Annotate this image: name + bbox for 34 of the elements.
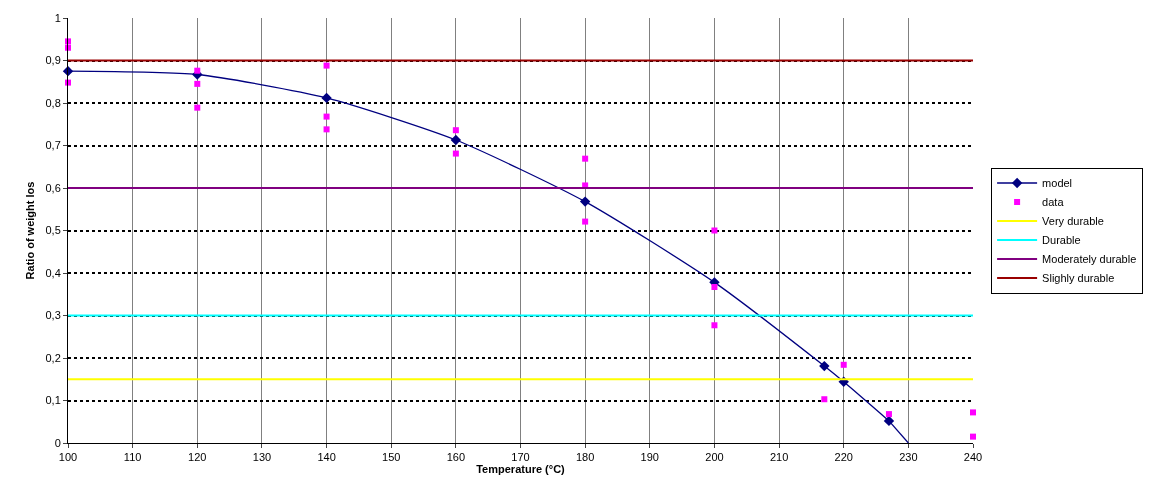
y-tick-label: 0,8 [45, 96, 61, 109]
y-tick-label: 1 [54, 11, 61, 24]
x-tick-label: 110 [123, 451, 142, 464]
x-tick-label: 120 [188, 451, 207, 464]
legend-label: Slighly durable [1042, 272, 1115, 285]
y-tick-label: 0,9 [45, 54, 61, 67]
y-axis-title: Ratio of weight los [24, 181, 37, 280]
x-tick-label: 130 [252, 451, 272, 464]
x-tick-label: 100 [58, 451, 78, 464]
x-tick-label: 160 [446, 451, 466, 464]
legend-label: model [1042, 177, 1073, 190]
y-tick-label: 0,1 [45, 394, 61, 407]
legend-label: Very durable [1042, 215, 1104, 228]
legend-label: data [1042, 196, 1065, 209]
y-tick-label: 0,3 [45, 309, 61, 322]
y-tick-label: 0,4 [45, 266, 61, 279]
y-tick-label: 0 [54, 436, 61, 449]
x-tick-label: 200 [705, 451, 724, 464]
x-tick-label: 190 [640, 451, 659, 464]
x-tick-label: 220 [834, 451, 853, 464]
x-tick-label: 140 [317, 451, 336, 464]
x-tick-label: 150 [382, 451, 401, 464]
y-tick-label: 0,7 [45, 139, 61, 152]
x-axis-title: Temperature (°C) [476, 463, 566, 476]
x-tick-label: 180 [575, 451, 595, 464]
legend-label: Moderately durable [1042, 253, 1137, 266]
legend-label: Durable [1042, 234, 1081, 247]
y-tick-label: 0,5 [45, 224, 61, 237]
x-tick-label: 170 [511, 451, 530, 464]
y-tick-label: 0,6 [45, 181, 61, 194]
x-tick-label: 210 [769, 451, 789, 464]
y-tick-label: 0,2 [45, 351, 61, 364]
x-tick-label: 230 [899, 451, 918, 464]
x-tick-label: 240 [963, 451, 983, 464]
